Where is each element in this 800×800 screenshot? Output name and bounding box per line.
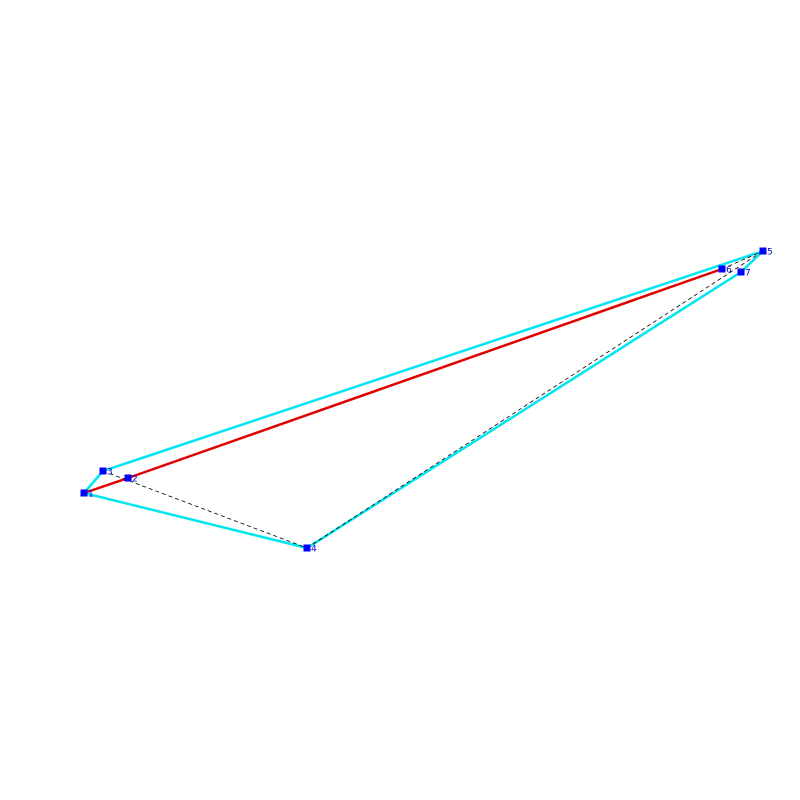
node-label: 5 xyxy=(767,248,773,258)
nodes: 1 2 3 4 5 6 7 xyxy=(80,247,773,555)
node-label: 3 xyxy=(107,468,113,478)
node-label: 6 xyxy=(726,266,732,276)
node-label: 1 xyxy=(88,490,94,500)
node-marker xyxy=(759,247,767,255)
node-marker xyxy=(303,544,311,552)
dashed-edge xyxy=(721,250,764,270)
node-label: 7 xyxy=(745,269,751,279)
node-marker xyxy=(99,467,107,475)
node-label: 2 xyxy=(132,475,138,485)
node-marker xyxy=(124,474,132,482)
dashed-edge xyxy=(102,470,308,549)
edges xyxy=(81,249,764,550)
dashed-edge xyxy=(306,250,764,549)
hull xyxy=(81,249,764,550)
node-label: 4 xyxy=(311,545,317,555)
node-marker xyxy=(737,268,745,276)
node-marker xyxy=(718,265,726,273)
node-marker xyxy=(80,489,88,497)
red-path xyxy=(83,267,723,495)
